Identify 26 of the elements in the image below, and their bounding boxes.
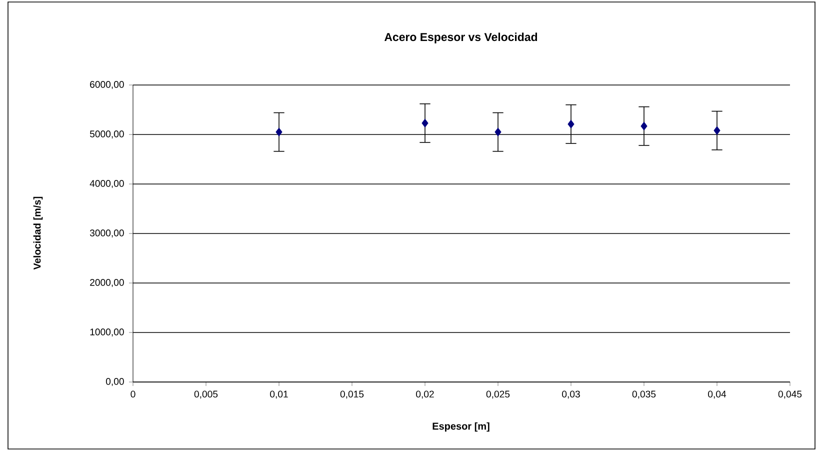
x-axis-title: Espesor [m]	[432, 422, 490, 432]
x-tick-label: 0,005	[194, 390, 218, 399]
point	[422, 118, 428, 128]
x-tick-label: 0,02	[416, 390, 434, 399]
y-tick-label: 2000,00	[90, 279, 124, 287]
x-tick-label: 0,025	[486, 390, 510, 399]
x-tick-label: 0	[130, 390, 136, 398]
point	[714, 126, 720, 135]
y-tick-label: 1000,00	[90, 328, 124, 336]
y-tick-label: 3000,00	[90, 230, 124, 238]
chart-title: Acero Espesor vs Velocidad	[384, 32, 538, 44]
x-tick-label: 0,03	[562, 390, 580, 399]
y-axis-title: Velocidad [m/s]	[33, 196, 43, 270]
y-tick-label: 0,00	[106, 378, 124, 386]
x-tick-label: 0,035	[632, 390, 656, 399]
x-tick-label: 0,04	[708, 390, 726, 399]
x-tick-label: 0,045	[778, 390, 802, 399]
x-tick-label: 0,01	[270, 390, 288, 399]
point	[568, 120, 574, 128]
point	[494, 128, 502, 136]
point	[276, 128, 282, 136]
y-tick-label: 5000,00	[90, 130, 124, 138]
y-tick-label: 6000,00	[90, 81, 124, 89]
y-tick-label: 4000,00	[90, 180, 124, 188]
point	[640, 122, 648, 130]
x-tick-label: 0,015	[340, 390, 364, 399]
